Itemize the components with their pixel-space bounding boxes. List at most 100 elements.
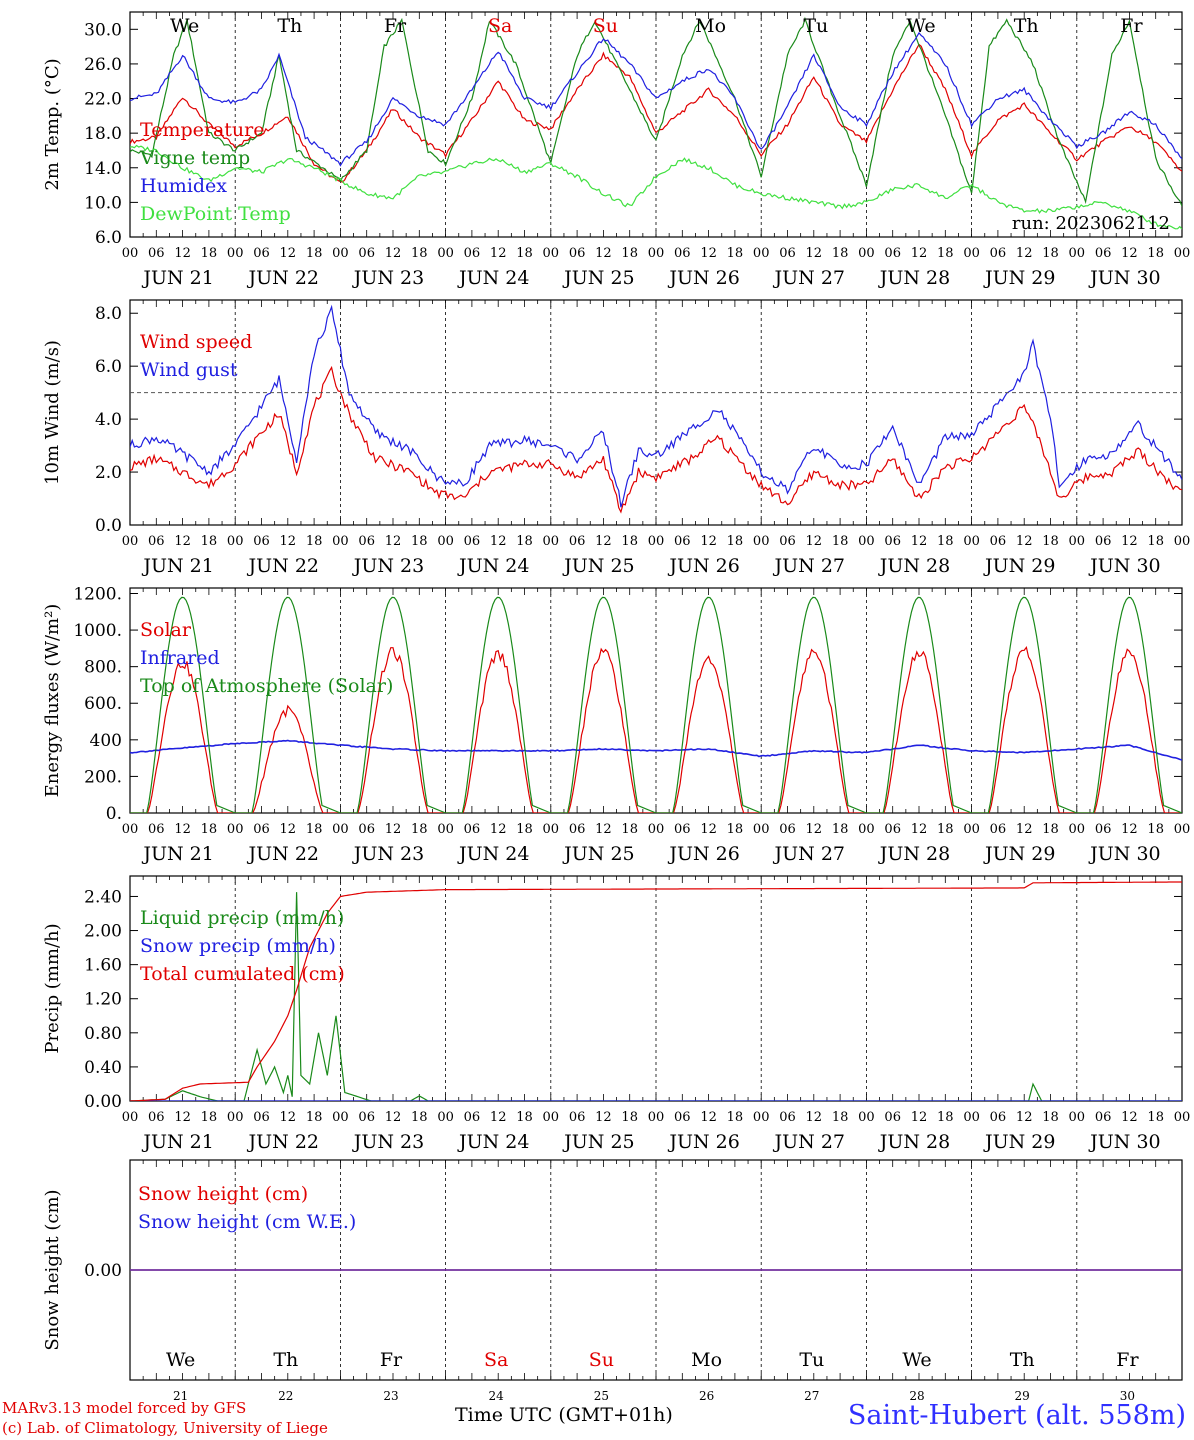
x-hour-label: 12	[385, 246, 402, 261]
x-hour-label: 18	[1147, 822, 1164, 837]
x-hour-label: 00	[648, 822, 665, 837]
x-hour-label: 06	[779, 1110, 796, 1125]
day-number-label: 28	[909, 1389, 924, 1403]
x-hour-label: 00	[543, 822, 560, 837]
x-date-label: JUN 27	[773, 1131, 845, 1153]
x-hour-label: 12	[280, 246, 297, 261]
x-hour-label: 06	[884, 1110, 901, 1125]
x-hour-label: 18	[727, 534, 744, 549]
x-hour-label: 12	[174, 822, 191, 837]
x-hour-label: 06	[358, 1110, 375, 1125]
x-hour-label: 18	[832, 822, 849, 837]
y-tick-label: 8.0	[95, 304, 122, 324]
x-hour-label: 00	[858, 822, 875, 837]
x-date-label: JUN 26	[667, 555, 739, 577]
x-hour-label: 06	[884, 246, 901, 261]
x-date-label: JUN 22	[247, 1131, 319, 1153]
series-line-wind-gust	[130, 304, 1182, 508]
x-hour-label: 00	[437, 246, 454, 261]
model-credit: MARv3.13 model forced by GFS (c) Lab. of…	[2, 1398, 328, 1438]
series-line-infrared	[130, 739, 1182, 761]
x-hour-label: 18	[411, 1110, 428, 1125]
run-label: run: 2023062112	[1012, 213, 1170, 234]
weekday-row: We 21 Th 22 Fr 23 Sa 24 Su 25 Mo 26 Tu 27 We 28 Th 29 Fr 30	[166, 1349, 1139, 1403]
x-hour-label: 00	[963, 1110, 980, 1125]
x-date-label: JUN 27	[773, 267, 845, 289]
x-hour-label: 12	[806, 1110, 823, 1125]
day-number-label: 27	[804, 1389, 819, 1403]
hour-ticks	[129, 300, 1183, 525]
x-hour-label: 12	[490, 246, 507, 261]
x-hour-label: 18	[306, 534, 323, 549]
x-hour-label: 18	[306, 246, 323, 261]
x-date-label: JUN 30	[1088, 267, 1160, 289]
hour-ticks	[129, 1160, 1183, 1380]
weekday-label: Fr	[1120, 15, 1143, 37]
x-date-label: JUN 25	[562, 555, 634, 577]
legend-entry: Vigne temp	[139, 147, 250, 169]
x-hour-label: 12	[280, 1110, 297, 1125]
weekday-label: Fr	[1116, 1349, 1139, 1371]
series-line-top-of-atmosphere-solar-	[130, 596, 1182, 813]
x-date-label: JUN 29	[983, 267, 1055, 289]
x-date-label: JUN 28	[878, 843, 950, 865]
x-hour-label: 06	[779, 534, 796, 549]
weekday-label: Su	[589, 1349, 614, 1371]
x-hour-label: 18	[937, 246, 954, 261]
x-hour-label: 18	[1042, 1110, 1059, 1125]
weekday-label: Sa	[484, 1349, 508, 1371]
x-date-label: JUN 24	[457, 555, 529, 577]
x-hour-label: 06	[358, 246, 375, 261]
x-hour-label: 00	[1174, 822, 1191, 837]
station-name: Saint-Hubert (alt. 558m)	[847, 1400, 1186, 1431]
x-hour-label: 18	[411, 822, 428, 837]
x-date-label: JUN 29	[983, 843, 1055, 865]
x-date-label: JUN 21	[141, 843, 213, 865]
x-hour-label: 18	[937, 822, 954, 837]
x-hour-label: 18	[621, 246, 638, 261]
x-hour-labels: 00 06 12 18 00 06 12 18 00 06 12 18 00 06 12 18 00 06 12 18…	[122, 534, 1191, 549]
x-date-label: JUN 25	[562, 1131, 634, 1153]
x-hour-label: 12	[700, 246, 717, 261]
x-hour-label: 12	[1121, 534, 1138, 549]
x-hour-label: 12	[385, 822, 402, 837]
x-hour-label: 12	[490, 822, 507, 837]
day-number-label: 30	[1120, 1389, 1135, 1403]
weekday-label: Mo	[695, 15, 726, 37]
y-tick-label: 0.00	[84, 1092, 122, 1112]
series-line-dewpoint-temp	[130, 144, 1182, 230]
x-hour-label: 00	[122, 822, 139, 837]
lab-credit-line: (c) Lab. of Climatology, University of L…	[2, 1419, 328, 1437]
panel-1: 2m Temp. (°C) 6.0 10.0 14.0 18.0 22.0 26.0 30.0…	[42, 11, 1190, 289]
x-hour-label: 00	[858, 246, 875, 261]
x-hour-label: 06	[569, 534, 586, 549]
series-line-solar	[130, 646, 1182, 813]
legend-entry: Infrared	[140, 647, 220, 669]
y-tick-label: 22.0	[84, 90, 122, 110]
x-hour-label: 12	[1016, 1110, 1033, 1125]
day-number-label: 23	[383, 1389, 398, 1403]
x-hour-label: 00	[437, 534, 454, 549]
panel-2: 10m Wind (m/s)0.02.04.06.08.000 06 12 18 00 0…	[42, 299, 1191, 577]
x-date-label: JUN 30	[1088, 843, 1160, 865]
model-credit-line: MARv3.13 model forced by GFS	[2, 1399, 247, 1417]
x-hour-label: 06	[884, 822, 901, 837]
panel-3: Energy fluxes (W/m²) 0. 200. 400 600. 800. 100…	[42, 584, 1190, 865]
day-number-label: 21	[173, 1389, 188, 1403]
weekday-label: Tu	[799, 1349, 824, 1371]
x-hour-label: 18	[937, 534, 954, 549]
x-hour-label: 00	[753, 246, 770, 261]
x-hour-label: 18	[411, 246, 428, 261]
x-hour-label: 18	[621, 534, 638, 549]
x-hour-label: 06	[148, 246, 165, 261]
x-hour-label: 18	[832, 246, 849, 261]
x-date-label: JUN 25	[562, 843, 634, 865]
y-tick-label: 14.0	[84, 159, 122, 179]
weekday-label: We	[170, 15, 199, 37]
legend-entry: Total cumulated (cm)	[140, 963, 345, 985]
x-hour-label: 06	[464, 534, 481, 549]
x-hour-label: 06	[674, 534, 691, 549]
x-hour-label: 06	[464, 1110, 481, 1125]
y-axis-title: Precip (mm/h)	[42, 923, 63, 1053]
